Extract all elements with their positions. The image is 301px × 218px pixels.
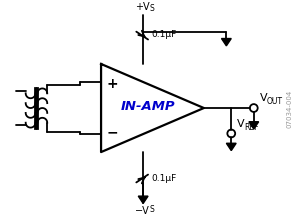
- Text: 0.1μF: 0.1μF: [151, 174, 176, 183]
- Text: OUT: OUT: [266, 97, 283, 106]
- Polygon shape: [226, 143, 236, 151]
- Text: S: S: [149, 4, 154, 13]
- Text: IN-AMP: IN-AMP: [121, 100, 175, 112]
- Text: 0.1μF: 0.1μF: [151, 30, 176, 39]
- Text: −V: −V: [135, 206, 150, 216]
- Polygon shape: [138, 196, 148, 203]
- Text: 07034-004: 07034-004: [287, 90, 293, 128]
- Text: +: +: [107, 77, 119, 90]
- Text: V: V: [237, 119, 245, 129]
- Text: −: −: [107, 126, 119, 140]
- Polygon shape: [222, 39, 231, 46]
- Text: S: S: [149, 205, 154, 214]
- Text: V: V: [260, 93, 267, 103]
- Text: +V: +V: [135, 2, 150, 12]
- Polygon shape: [249, 122, 259, 129]
- Text: REF: REF: [244, 123, 259, 131]
